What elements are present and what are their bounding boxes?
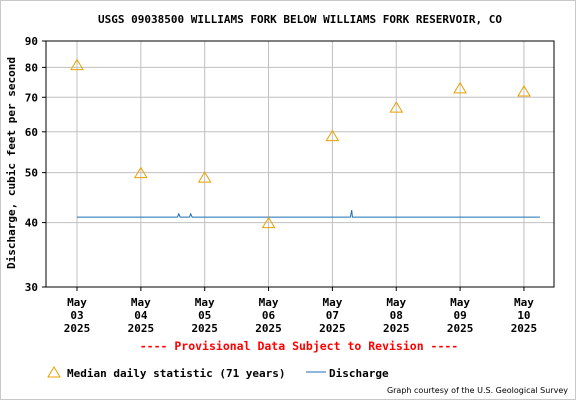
x-tick-label-line: 2025 (128, 322, 155, 335)
x-tick-label-line: May (450, 296, 470, 309)
x-tick-label-line: 2025 (511, 322, 538, 335)
x-tick-label-line: 2025 (64, 322, 91, 335)
median-point (325, 129, 340, 142)
median-point (517, 85, 531, 97)
x-tick-label-line: 06 (262, 309, 276, 322)
y-axis-label: Discharge, cubic feet per second (5, 57, 18, 269)
x-tick-label-line: May (67, 296, 87, 309)
median-point (453, 81, 467, 94)
y-tick-label: 30 (25, 281, 38, 294)
x-tick-label-line: 09 (453, 309, 466, 322)
x-tick-label-line: 04 (134, 309, 148, 322)
chart-title: USGS 09038500 WILLIAMS FORK BELOW WILLIA… (98, 13, 502, 26)
x-tick-label-line: 2025 (255, 322, 282, 335)
x-tick-label-line: 07 (326, 309, 339, 322)
x-tick-labels: May032025May042025May052025May062025May0… (64, 296, 537, 335)
y-tick-label: 80 (25, 61, 38, 74)
y-tick-label: 50 (25, 167, 38, 180)
x-tick-label-line: 10 (517, 309, 530, 322)
median-series (70, 58, 531, 229)
x-tick-label-line: 05 (198, 309, 211, 322)
median-point (197, 171, 212, 183)
x-tick-label-line: May (131, 296, 151, 309)
y-tick-labels: 30 40 50 60 70 80 90 (25, 35, 38, 294)
median-point (133, 166, 148, 179)
plot-border (45, 40, 555, 288)
y-tick-label: 70 (25, 91, 38, 104)
x-tick-label-line: May (386, 296, 406, 309)
discharge-series (77, 210, 540, 218)
legend-median-label: Median daily statistic (71 years) (67, 367, 286, 380)
median-point (70, 58, 84, 71)
legend-discharge-label: Discharge (329, 367, 389, 380)
discharge-line (77, 210, 540, 218)
x-tick-label-line: 2025 (191, 322, 218, 335)
x-tick-label-line: May (322, 296, 342, 309)
legend-median-marker (47, 366, 61, 378)
x-tick-label-line: 2025 (383, 322, 410, 335)
grid-layer (46, 40, 554, 288)
x-tick-label-line: 08 (390, 309, 403, 322)
x-tick-label-line: 2025 (319, 322, 346, 335)
credit-text: Graph courtesy of the U.S. Geological Su… (387, 386, 568, 395)
x-tick-label-line: May (259, 296, 279, 309)
y-tick-label: 90 (25, 35, 38, 48)
plot-frame (42, 40, 555, 291)
y-tick-label: 60 (25, 126, 38, 139)
x-tick-label-line: May (514, 296, 534, 309)
x-tick-label-line: 03 (70, 309, 83, 322)
provisional-note: ---- Provisional Data Subject to Revisio… (140, 339, 459, 353)
x-tick-label-line: May (195, 296, 215, 309)
median-point (389, 101, 404, 113)
x-tick-label-line: 2025 (447, 322, 474, 335)
median-point (261, 216, 276, 229)
y-tick-label: 40 (25, 217, 38, 230)
legend: Median daily statistic (71 years) Discha… (47, 366, 389, 380)
